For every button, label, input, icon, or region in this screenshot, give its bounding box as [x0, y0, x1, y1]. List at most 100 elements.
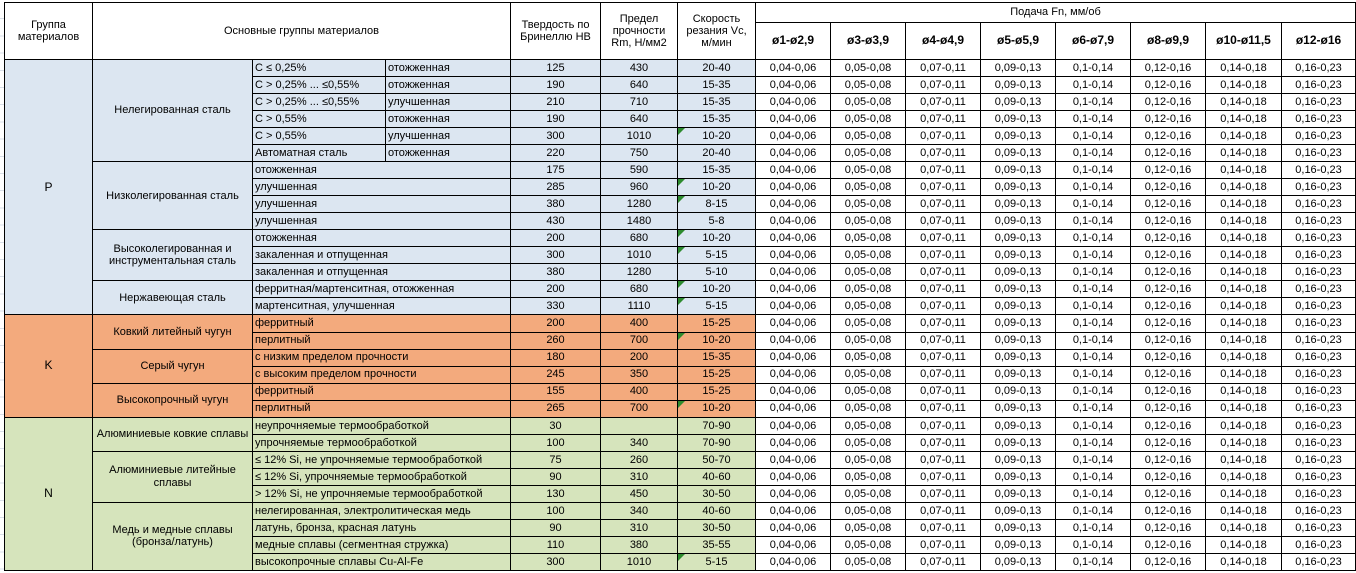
- feed-columns-row: ø1-ø2,9 ø3-ø3,9 ø4-ø4,9 ø5-ø5,9 ø6-ø7,9 ø8-ø9…: [5, 22, 1356, 60]
- cutting-speed-value: 5-10: [705, 266, 728, 279]
- feed-value-cell: 0,09-0,13: [980, 76, 1056, 95]
- feed-value-cell: 0,12-0,16: [1130, 450, 1206, 469]
- strength-value-cell: 700: [600, 399, 678, 418]
- feed-value-cell: 0,12-0,16: [1130, 552, 1206, 572]
- feed-value-cell: 0,04-0,06: [755, 450, 831, 469]
- feed-value-cell: 0,09-0,13: [980, 450, 1056, 469]
- feed-value-cell: 0,12-0,16: [1130, 467, 1206, 486]
- feed-value-cell: 0,04-0,06: [755, 433, 831, 452]
- cutting-speed-value-cell: 5-15: [677, 246, 756, 265]
- feed-value-cell: 0,07-0,11: [905, 280, 981, 299]
- feed-value-cell: 0,04-0,06: [755, 58, 831, 78]
- table-row: > 12% Si, не упрочняемые термообработкой…: [5, 484, 1356, 503]
- material-condition-cell: с низким пределом прочности: [252, 348, 511, 367]
- feed-value-cell: 0,16-0,23: [1280, 331, 1356, 350]
- feed-value-cell: 0,1-0,14: [1055, 161, 1131, 180]
- feed-value-cell: 0,07-0,11: [905, 212, 981, 231]
- hardness-value-cell: 220: [510, 144, 601, 163]
- cutting-speed-value-cell: 10-20: [677, 229, 756, 248]
- strength-value-cell: 260: [600, 450, 678, 469]
- strength-value-cell: 640: [600, 76, 678, 95]
- feed-value-cell: 0,05-0,08: [830, 144, 906, 163]
- feed-value-cell: 0,12-0,16: [1130, 195, 1206, 214]
- table-row: ≤ 12% Si, упрочняемые термообработкой 90 3…: [5, 467, 1356, 486]
- feed-value-cell: 0,04-0,06: [755, 229, 831, 248]
- feed-value-cell: 0,05-0,08: [830, 229, 906, 248]
- hardness-value-cell: 260: [510, 331, 601, 350]
- feed-value-cell: 0,1-0,14: [1055, 484, 1131, 503]
- feed-value-cell: 0,04-0,06: [755, 178, 831, 197]
- feed-value-cell: 0,12-0,16: [1130, 365, 1206, 384]
- feed-diameter-header: ø1-ø2,9: [755, 22, 831, 60]
- cell-comment-flag-icon: [678, 247, 685, 255]
- feed-value-cell: 0,16-0,23: [1280, 161, 1356, 180]
- strength-value-cell: 750: [600, 144, 678, 163]
- cutting-data-table: Группа материалов Основные группы матери…: [4, 2, 1356, 572]
- material-condition-cell: ферритный: [252, 314, 511, 333]
- feed-value-cell: 0,1-0,14: [1055, 314, 1131, 333]
- material-condition-cell: ≤ 12% Si, упрочняемые термообработкой: [252, 467, 511, 486]
- hardness-value-cell: 100: [510, 501, 601, 520]
- hardness-value-cell: 90: [510, 467, 601, 486]
- cutting-speed-value: 10-20: [702, 181, 731, 194]
- feed-value-cell: 0,04-0,06: [755, 467, 831, 486]
- feed-value-cell: 0,07-0,11: [905, 348, 981, 367]
- strength-value-cell: 1010: [600, 246, 678, 265]
- feed-value-cell: 0,05-0,08: [830, 195, 906, 214]
- cutting-speed-value: 50-70: [702, 453, 731, 466]
- cutting-speed-value-cell: 15-35: [677, 93, 756, 112]
- feed-value-cell: 0,1-0,14: [1055, 399, 1131, 418]
- cutting-speed-value: 15-35: [702, 95, 731, 108]
- cutting-speed-value: 70-90: [702, 436, 731, 449]
- feed-value-cell: 0,07-0,11: [905, 399, 981, 418]
- strength-value-cell: 380: [600, 535, 678, 554]
- feed-value-cell: 0,16-0,23: [1280, 127, 1356, 146]
- feed-value-cell: 0,09-0,13: [980, 331, 1056, 350]
- feed-value-cell: 0,04-0,06: [755, 331, 831, 350]
- feed-value-cell: 0,07-0,11: [905, 263, 981, 282]
- hardness-value-cell: 125: [510, 58, 601, 78]
- feed-value-cell: 0,05-0,08: [830, 127, 906, 146]
- table-row: N Алюминиевые ковкие сплавы неупрочняемые …: [4, 416, 1356, 572]
- material-condition-cell: C > 0,55%: [252, 127, 386, 146]
- cutting-speed-value-cell: 5-10: [677, 263, 756, 282]
- cutting-speed-value-cell: 40-60: [677, 467, 756, 486]
- feed-value-cell: 0,16-0,23: [1280, 246, 1356, 265]
- strength-value-cell: 1480: [600, 212, 678, 231]
- cutting-speed-value-cell: 15-25: [677, 365, 756, 384]
- strength-value-cell: 430: [600, 58, 678, 78]
- feed-value-cell: 0,12-0,16: [1130, 382, 1206, 401]
- material-condition-cell: ≤ 12% Si, не упрочняемые термообработкой: [252, 450, 511, 469]
- feed-value-cell: 0,09-0,13: [980, 501, 1056, 520]
- feed-value-cell: 0,1-0,14: [1055, 450, 1131, 469]
- feed-diameter-header: ø4-ø4,9: [905, 22, 981, 60]
- material-condition-cell: перлитный: [252, 399, 511, 418]
- feed-value-cell: 0,05-0,08: [830, 178, 906, 197]
- feed-value-cell: 0,16-0,23: [1280, 144, 1356, 163]
- main-groups-column-header: Основные группы материалов: [92, 2, 511, 60]
- strength-value-cell: 200: [600, 348, 678, 367]
- feed-value-cell: 0,14-0,18: [1205, 348, 1282, 367]
- cutting-speed-value: 70-90: [702, 419, 731, 432]
- feed-value-cell: 0,16-0,23: [1280, 365, 1356, 384]
- material-condition-cell: C > 0,55%: [252, 110, 386, 129]
- feed-value-cell: 0,16-0,23: [1280, 433, 1356, 452]
- cutting-speed-value-cell: 35-55: [677, 535, 756, 554]
- feed-value-cell: 0,16-0,23: [1280, 399, 1356, 418]
- feed-value-cell: 0,05-0,08: [830, 314, 906, 333]
- cell-comment-flag-icon: [678, 281, 685, 289]
- feed-value-cell: 0,1-0,14: [1055, 263, 1131, 282]
- material-condition-cell: мартенситная, улучшенная: [252, 297, 511, 316]
- feed-value-cell: 0,04-0,06: [755, 416, 831, 435]
- material-condition-cell: улучшенная: [385, 127, 511, 146]
- material-condition-cell: нелегированная, электролитическая медь: [252, 501, 511, 520]
- table-row: перлитный 260 700 10-20 0,04-0,06 0,05-0,08 0,…: [5, 331, 1356, 350]
- material-condition-cell: неупрочняемые термообработкой: [252, 416, 511, 435]
- feed-value-cell: 0,14-0,18: [1205, 280, 1282, 299]
- feed-value-cell: 0,1-0,14: [1055, 348, 1131, 367]
- strength-column-header: Предел прочности Rm, Н/мм2: [600, 2, 678, 60]
- feed-value-cell: 0,12-0,16: [1130, 263, 1206, 282]
- table-header: Группа материалов Основные группы матери…: [4, 2, 1356, 60]
- feed-value-cell: 0,14-0,18: [1205, 382, 1282, 401]
- material-subgroup-name: Нержавеющая сталь: [92, 280, 253, 316]
